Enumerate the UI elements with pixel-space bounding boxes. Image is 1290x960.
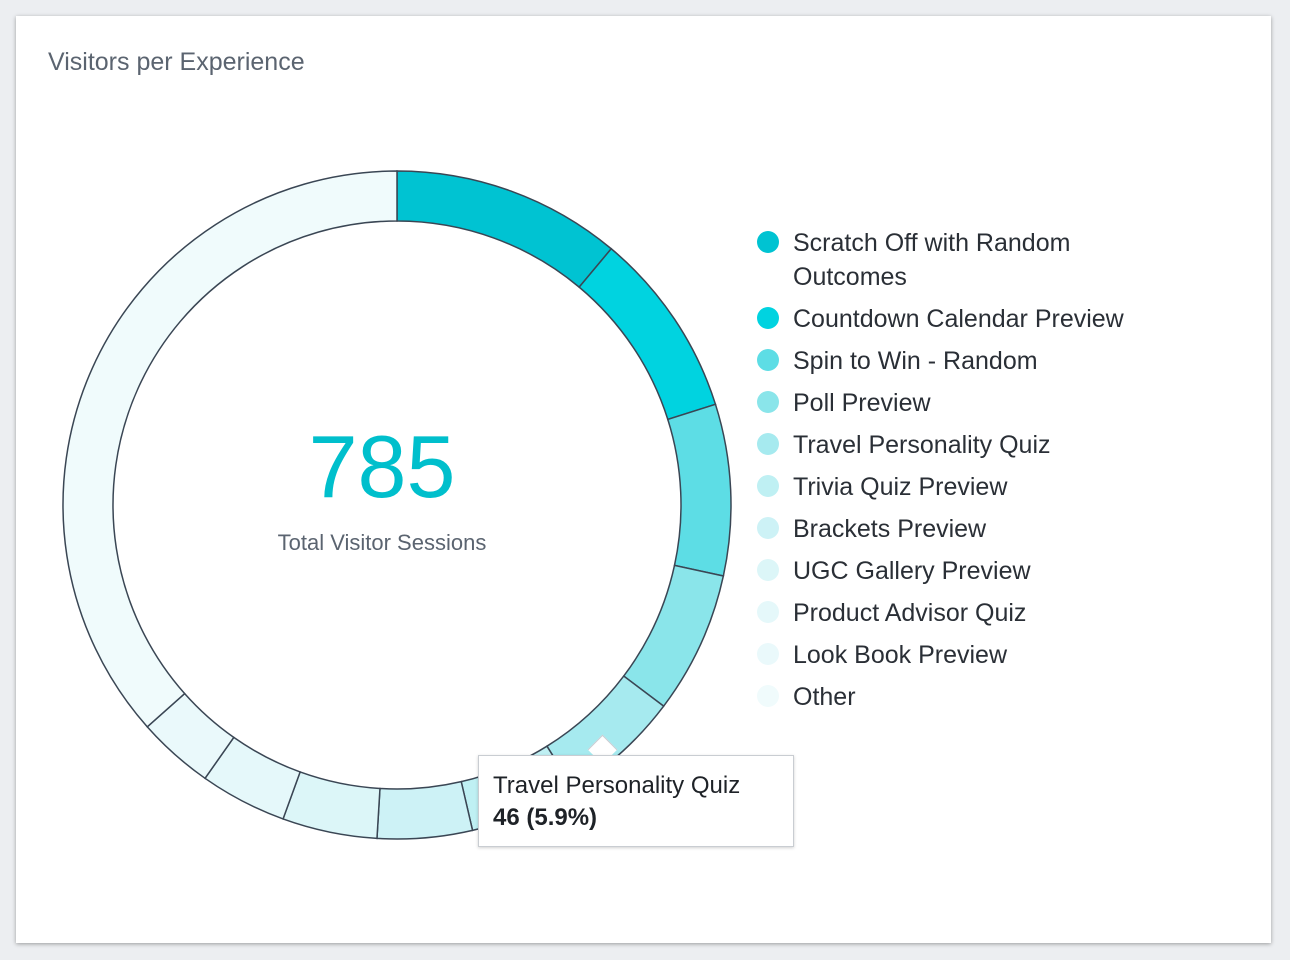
legend-item[interactable]: Countdown Calendar Preview (756, 302, 1146, 336)
legend-swatch (757, 475, 779, 497)
card-title: Visitors per Experience (48, 48, 305, 76)
legend-swatch (757, 231, 779, 253)
chart-tooltip: Travel Personality Quiz 46 (5.9%) (478, 755, 794, 847)
legend-swatch (757, 307, 779, 329)
legend-label: Look Book Preview (793, 641, 1008, 669)
legend-swatch (757, 433, 779, 455)
legend-label: Trivia Quiz Preview (793, 473, 1008, 501)
legend-item[interactable]: Travel Personality Quiz (756, 428, 1146, 462)
donut-slice-ugc-gallery-preview[interactable] (282, 770, 381, 840)
legend-label: Other (793, 683, 856, 711)
legend-swatch (757, 517, 779, 539)
legend-label: Countdown Calendar Preview (793, 305, 1124, 333)
legend-item[interactable]: Scratch Off with Random Outcomes (756, 226, 1146, 294)
legend-swatch (757, 685, 779, 707)
tooltip-label: Travel Personality Quiz (493, 772, 741, 799)
legend-item[interactable]: UGC Gallery Preview (756, 554, 1146, 588)
donut-slice-countdown-calendar-preview[interactable] (578, 247, 717, 421)
legend-item[interactable]: Poll Preview (756, 386, 1146, 420)
chart-legend: Scratch Off with Random Outcomes Countdow… (756, 226, 1146, 722)
legend-label: Product Advisor Quiz (793, 599, 1027, 627)
donut-slice-other[interactable] (62, 170, 398, 728)
total-sessions-value: 785 (308, 417, 456, 516)
donut-slice-spin-to-win-random[interactable] (666, 403, 732, 577)
donut-slice-brackets-preview[interactable] (376, 780, 474, 840)
legend-swatch (757, 349, 779, 371)
legend-label: Travel Personality Quiz (793, 431, 1051, 459)
legend-label: Scratch Off with Random Outcomes (793, 229, 1071, 291)
legend-swatch (757, 643, 779, 665)
legend-label: Poll Preview (793, 389, 931, 417)
legend-item[interactable]: Look Book Preview (756, 638, 1146, 672)
tooltip-value: 46 (5.9%) (493, 804, 598, 831)
legend-item[interactable]: Trivia Quiz Preview (756, 470, 1146, 504)
legend-item[interactable]: Spin to Win - Random (756, 344, 1146, 378)
legend-label: Spin to Win - Random (793, 347, 1038, 375)
legend-label: UGC Gallery Preview (793, 557, 1031, 585)
legend-item[interactable]: Product Advisor Quiz (756, 596, 1146, 630)
donut-slice-scratch-off-with-random-outcomes[interactable] (396, 170, 613, 289)
legend-swatch (757, 391, 779, 413)
total-sessions-label: Total Visitor Sessions (277, 530, 487, 555)
donut-slice-poll-preview[interactable] (622, 564, 725, 708)
legend-swatch (757, 559, 779, 581)
legend-swatch (757, 601, 779, 623)
legend-item[interactable]: Brackets Preview (756, 512, 1146, 546)
legend-item[interactable]: Other (756, 680, 1146, 714)
legend-label: Brackets Preview (793, 515, 987, 543)
